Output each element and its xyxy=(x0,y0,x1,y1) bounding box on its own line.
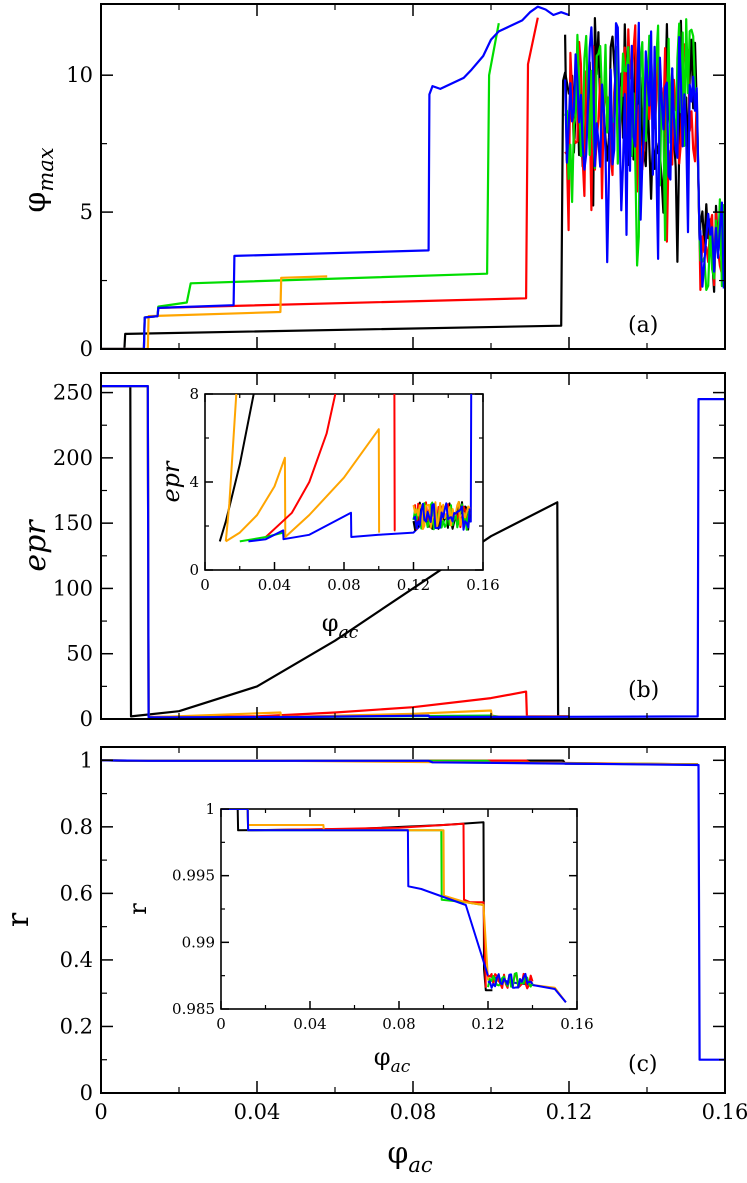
panel-c-series-blue xyxy=(101,759,725,1061)
panel-a-fluct-blue xyxy=(564,21,725,289)
panel-c-inset-ytick-label: 0.995 xyxy=(172,867,215,885)
panel-a-ytick-label: 0 xyxy=(80,337,93,361)
panel-c-inset-ytick-label: 1 xyxy=(205,800,215,818)
panel-c-xlabel: φac xyxy=(387,1136,433,1177)
panel-c-ytick-label: 0.4 xyxy=(60,948,93,972)
panel-b-inset-fluct-blue xyxy=(412,502,471,531)
panel-c-xtick-label: 0 xyxy=(94,1100,107,1124)
panel-c-frame xyxy=(100,746,726,1094)
panel-a-ytick-label: 5 xyxy=(80,200,93,224)
panel-c-xtick-label: 0.12 xyxy=(546,1100,593,1124)
panel-c-inset-fluct-blue xyxy=(487,972,534,989)
panel-b-label: (b) xyxy=(628,678,659,703)
panel-b-series-blue xyxy=(101,385,725,719)
panel-c-inset-ytick-label: 0.985 xyxy=(172,1000,215,1018)
panel-b-ytick-label: 50 xyxy=(66,642,93,666)
panel-b-ytick-label: 200 xyxy=(53,446,93,470)
panel-b-inset: 0 0.04 0.08 0.12 0.16 0 4 8 epr φac xyxy=(157,385,500,643)
panel-c-inset-ytick-label: 0.99 xyxy=(182,933,215,951)
panel-b-inset-xtick-label: 0.16 xyxy=(466,576,499,594)
panel-b-ytick-label: 100 xyxy=(53,576,93,600)
panel-c-ylabel: r xyxy=(1,912,36,927)
panel-b-inset-xtick-label: 0.12 xyxy=(397,576,430,594)
panel-b-inset-ylabel: epr xyxy=(157,460,185,503)
panel-b-inset-axes: 0 0.04 0.08 0.12 0.16 0 4 8 xyxy=(189,385,499,594)
panel-a: 0 5 10 φmax (a) xyxy=(18,3,726,361)
panel-c-inset-xtick-label: 0 xyxy=(216,1015,226,1033)
panel-c-inset-xtick-label: 0.12 xyxy=(471,1015,504,1033)
panel-c-inset-xtick-label: 0.04 xyxy=(293,1015,326,1033)
panel-a-ylabel: φmax xyxy=(18,147,58,212)
panel-b-series-group xyxy=(101,385,725,719)
panel-b-frame xyxy=(100,372,726,720)
panel-b-inset-ytick-label: 4 xyxy=(189,473,199,491)
panel-c-inset-xtick-label: 0.08 xyxy=(382,1015,415,1033)
panel-b-inset-ytick-label: 0 xyxy=(189,561,199,579)
panel-a-series-blue xyxy=(101,5,570,349)
panel-c-ytick-label: 1 xyxy=(80,748,93,772)
panel-b-inset-series-black xyxy=(218,394,255,542)
panel-a-series-orange xyxy=(101,275,328,349)
panel-c-series-group xyxy=(101,759,725,1061)
panel-c-ytick-label: 0.6 xyxy=(60,881,93,905)
panel-c-inset-xtick-label: 0.16 xyxy=(560,1015,593,1033)
panel-c-inset-xlabel: φac xyxy=(374,1043,411,1077)
panel-a-ytick-label: 10 xyxy=(66,63,93,87)
panel-c-label: (c) xyxy=(628,1052,658,1077)
panel-c-xtick-label: 0.08 xyxy=(390,1100,437,1124)
panel-b-inset-series-red xyxy=(393,394,396,532)
panel-b-ytick-label: 0 xyxy=(80,707,93,731)
panel-a-fluct-green xyxy=(564,18,725,291)
panel-b-ytick-label: 150 xyxy=(53,511,93,535)
panel-b-inset-frame xyxy=(204,393,484,571)
panel-c-inset: 0 0.04 0.08 0.12 0.16 0.985 0.99 0.995 1 r φac xyxy=(124,800,594,1077)
panel-c: 0 0.04 0.08 0.12 0.16 0 0.2 0.4 0.6 0.8 1 r (c) φa… xyxy=(1,746,747,1177)
panel-a-frame xyxy=(100,3,726,350)
panel-b-axes: 0 50 100 150 200 250 xyxy=(53,373,726,731)
panel-c-ytick-label: 0.8 xyxy=(60,815,93,839)
panel-b-inset-series-orange xyxy=(224,394,238,542)
panel-b-inset-series-group xyxy=(218,394,473,543)
panel-c-ytick-label: 0.2 xyxy=(60,1014,93,1038)
panel-c-xtick-label: 0.04 xyxy=(234,1100,281,1124)
panel-c-inset-ylabel: r xyxy=(124,903,152,915)
panel-c-ytick-label: 0 xyxy=(80,1081,93,1105)
panel-a-label: (a) xyxy=(628,313,658,338)
panel-b-inset-xtick-label: 0 xyxy=(200,576,210,594)
panel-a-series-group xyxy=(101,5,725,349)
panel-c-inset-axes: 0 0.04 0.08 0.12 0.16 0.985 0.99 0.995 1 xyxy=(172,800,594,1033)
panel-c-inset-series-group xyxy=(221,809,567,1003)
panel-b-inset-ytick-label: 8 xyxy=(189,385,199,403)
panel-b: 0 50 100 150 200 250 epr (b) 0 0.04 0.08 0.12 0.1… xyxy=(18,372,726,731)
panel-b-inset-xlabel: φac xyxy=(322,609,359,643)
panel-b-ytick-label: 250 xyxy=(53,381,93,405)
panel-b-ylabel: epr xyxy=(18,519,53,572)
panel-c-xtick-label: 0.16 xyxy=(702,1100,747,1124)
panel-b-series-black xyxy=(101,385,569,718)
panel-b-inset-xtick-label: 0.04 xyxy=(258,576,291,594)
panel-b-inset-xtick-label: 0.08 xyxy=(327,576,360,594)
panel-b-inset-series-red xyxy=(265,394,337,538)
panel-b-inset-series-orange xyxy=(225,428,381,543)
